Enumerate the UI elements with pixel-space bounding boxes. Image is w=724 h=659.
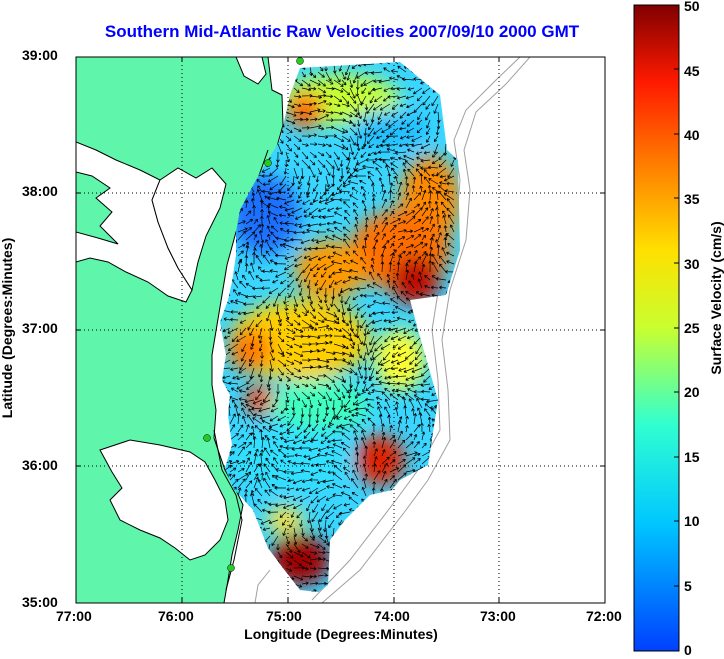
y-tick-label: 35:00 [22, 594, 58, 610]
y-tick-label: 39:00 [22, 47, 58, 63]
colorbar-ticks [674, 68, 679, 587]
x-tick-label: 72:00 [586, 608, 622, 624]
x-tick-label: 76:00 [158, 608, 194, 624]
colorbar-tick: 30 [684, 256, 700, 272]
colorbar-tick: 45 [684, 63, 700, 79]
station-marker [296, 57, 304, 65]
y-tick-label: 37:00 [22, 320, 58, 336]
x-tick-label: 77:00 [56, 608, 92, 624]
y-tick-label: 38:00 [22, 183, 58, 199]
colorbar-tick: 50 [684, 0, 700, 14]
map-plot-area [76, 57, 605, 603]
station-marker [264, 159, 272, 167]
x-tick-label: 75:00 [266, 608, 302, 624]
y-tick-label: 36:00 [22, 457, 58, 473]
colorbar-tick: 40 [684, 127, 700, 143]
x-axis-label: Longitude (Degrees:Minutes) [244, 626, 438, 642]
colorbar-tick: 0 [684, 642, 692, 658]
colorbar-tick: 5 [684, 578, 692, 594]
colorbar-tick: 10 [684, 513, 700, 529]
station-marker [203, 434, 211, 442]
colorbar-tick: 20 [684, 384, 700, 400]
bathymetry-contour [311, 57, 521, 601]
x-tick-label: 74:00 [374, 608, 410, 624]
x-tick-label: 73:00 [480, 608, 516, 624]
colorbar-tick: 35 [684, 191, 700, 207]
pamlico-sound [99, 439, 229, 561]
station-marker [227, 564, 235, 572]
colorbar [633, 4, 680, 652]
grid-lines [76, 57, 605, 603]
colorbar-tick: 25 [684, 320, 700, 336]
map-title: Southern Mid-Atlantic Raw Velocities 200… [104, 22, 580, 41]
axis-ticks [76, 57, 605, 603]
colorbar-tick: 15 [684, 449, 700, 465]
